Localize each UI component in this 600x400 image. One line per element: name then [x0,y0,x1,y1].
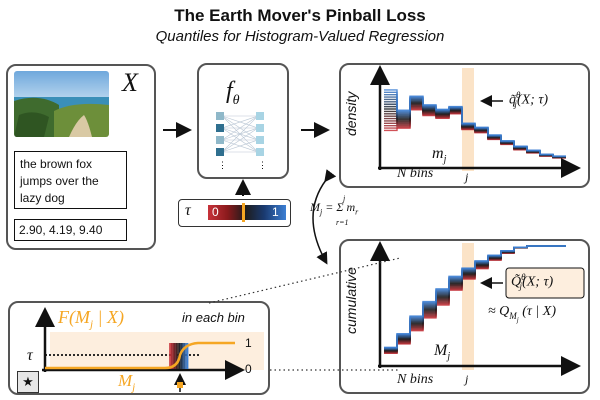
density-band [462,68,474,171]
density-histograms [384,89,566,159]
connector-top [208,257,401,304]
network-node [216,124,224,132]
network-node [256,124,264,132]
star-corner-box: ★ [17,371,39,393]
network-edge [221,115,259,141]
tau-high-label: 1 [272,205,279,219]
network-node [256,112,264,120]
cumulative-approx-label: ≈ QMj (τ | X) [488,304,556,324]
numeric-sample-box: 2.90, 4.19, 9.40 [14,219,127,241]
inset-cdf-curve [45,341,235,370]
figure-title: The Earth Mover's Pinball Loss [174,6,426,25]
cumulative-quantile-curve [384,245,566,349]
cumulative-M-label: Mj [434,342,451,363]
cumulative-histograms [384,245,566,354]
density-j-label: j [465,170,469,184]
input-variable-x: X [122,68,138,97]
network-node [256,148,264,156]
mass-sum-bottom: r=1 [336,218,349,227]
network-schematic: ⋮ ⋮ [216,112,267,170]
cumulative-ylabel: cumulative [343,267,359,334]
tau-low-label: 0 [212,205,219,219]
density-estimate-label: q̃θj(X; τ) [509,90,548,110]
cumulative-estimate-box [505,267,585,299]
network-node [216,148,224,156]
inset-pointer-marker [177,382,183,388]
network-edge [221,115,259,153]
density-m-label: mj [432,145,447,166]
network-ellipsis: ⋮ [258,160,267,170]
inset-tau-axis: τ [27,347,33,364]
density-xlabel: N bins [397,166,434,181]
cumulative-xlabel: N bins [397,372,434,387]
density-ylabel: density [343,91,359,136]
inset-note: in each bin [182,310,245,325]
network-edge [221,127,259,153]
coastal-landscape-photo [14,71,109,137]
cumulative-j-label: j [465,372,469,386]
network-node [256,136,264,144]
network-node [216,136,224,144]
cumulative-estimate-label: Q̃θj(X; τ) [511,272,554,292]
network-edge [221,115,259,129]
figure-subtitle: Quantiles for Histogram-Valued Regressio… [155,28,445,45]
inset-x-label: Mj [118,371,136,394]
tau-symbol: τ [185,202,191,219]
density-quantile-curve [384,89,566,157]
network-ellipsis: ⋮ [218,160,227,170]
inset-tick-top: 1 [245,336,252,350]
network-node [216,112,224,120]
mass-sum-top: j [343,194,346,203]
cumulative-band [462,243,474,370]
inset-tick-bottom: 0 [245,362,252,376]
tau-gradient [208,205,286,220]
text-sample-box: the brown fox jumps over the lazy dog [14,151,127,209]
inset-shade [50,332,264,370]
arrow-density-cumulative [312,169,337,265]
tau-highlight-marker [242,203,245,222]
inset-function-label: F(Mj | X) [58,307,124,331]
mass-equation: Mj = Σ mr [310,200,359,217]
model-label: fθ [226,78,240,108]
network-edge [221,139,259,153]
